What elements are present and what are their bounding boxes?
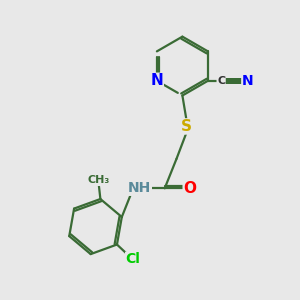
Text: Cl: Cl: [126, 252, 141, 266]
Text: CH₃: CH₃: [88, 176, 110, 185]
Text: NH: NH: [128, 181, 151, 195]
Text: N: N: [242, 74, 254, 88]
Text: N: N: [151, 73, 163, 88]
Text: O: O: [183, 181, 196, 196]
Text: S: S: [181, 119, 192, 134]
Text: C: C: [217, 76, 225, 86]
